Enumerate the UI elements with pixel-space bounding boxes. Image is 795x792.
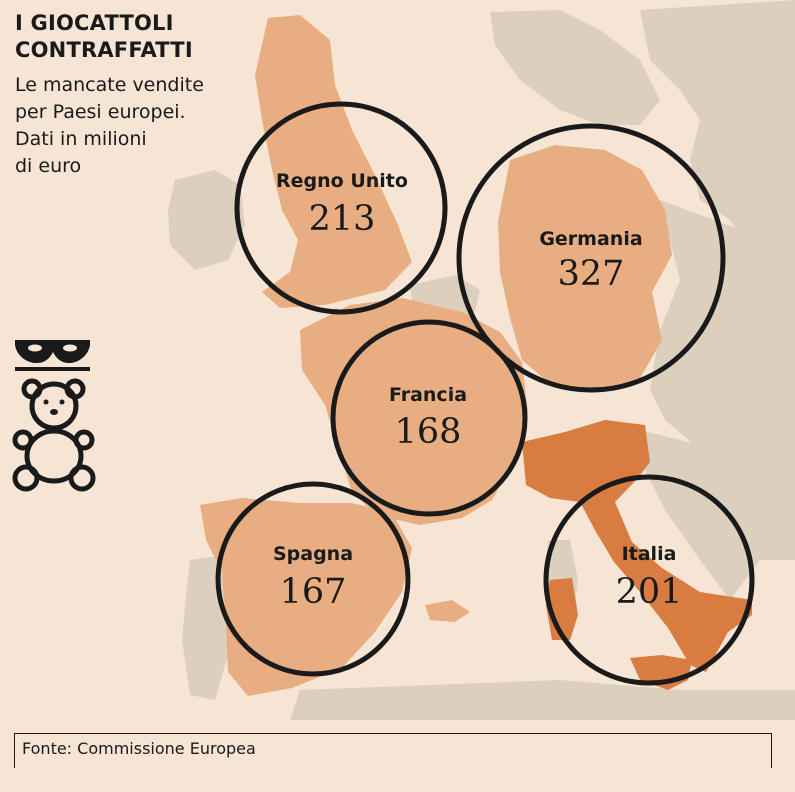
- mask-icon: [15, 340, 90, 371]
- uk-land: [255, 15, 412, 308]
- title: I GIOCATTOLI CONTRAFFATTI: [15, 10, 193, 64]
- value-germania: 327: [558, 254, 625, 294]
- source-box: Fonte: Commissione Europea: [14, 733, 772, 768]
- value-francia: 168: [395, 412, 462, 452]
- teddy-bear-face: [43, 399, 65, 415]
- circle-italia: [543, 474, 755, 686]
- subtitle: Le mancate vendite per Paesi europei. Da…: [15, 72, 215, 180]
- balearic-land: [425, 600, 470, 622]
- circle-regno-unito: [234, 101, 448, 315]
- balkans-land: [640, 430, 760, 600]
- subtitle-line-2: per Paesi europei.: [15, 101, 186, 123]
- eastern-europe-land: [650, 200, 795, 560]
- circle-germania: [456, 123, 726, 393]
- germany-land: [498, 145, 672, 392]
- subtitle-line-3: Dati in milioni: [15, 128, 147, 150]
- label-germania: Germania: [539, 228, 642, 250]
- title-line-1: I GIOCATTOLI: [15, 11, 174, 35]
- circle-francia: [330, 319, 528, 517]
- italy-land: [522, 420, 752, 672]
- label-spagna: Spagna: [273, 543, 353, 565]
- source-text: Fonte: Commissione Europea: [22, 739, 256, 758]
- value-regno-unito: 213: [309, 199, 376, 239]
- spain-land: [200, 498, 412, 696]
- label-francia: Francia: [389, 384, 467, 406]
- label-italia: Italia: [622, 543, 677, 565]
- circle-spagna: [215, 481, 411, 677]
- subtitle-line-1: Le mancate vendite: [15, 74, 204, 96]
- label-regno-unito: Regno Unito: [276, 170, 408, 192]
- baltic-land: [640, 0, 795, 260]
- north-africa-land: [290, 680, 795, 720]
- subtitle-line-4: di euro: [15, 155, 82, 177]
- ireland-land: [168, 170, 245, 270]
- value-italia: 201: [616, 572, 683, 612]
- value-spagna: 167: [280, 572, 347, 612]
- teddy-bear-icon: [12, 378, 96, 492]
- title-line-2: CONTRAFFATTI: [15, 38, 193, 62]
- scandinavia-land: [490, 10, 660, 125]
- value-circles: [215, 101, 755, 686]
